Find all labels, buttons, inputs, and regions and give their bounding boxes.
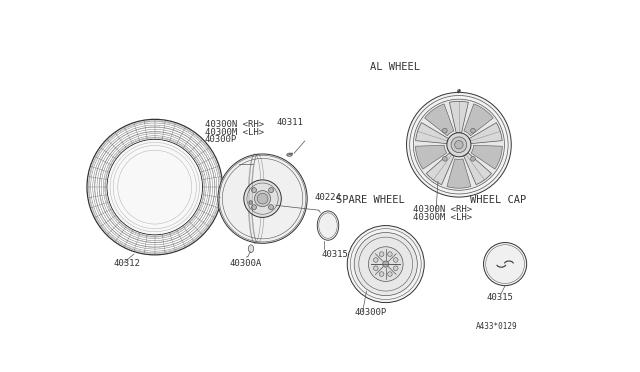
Circle shape [394, 258, 398, 262]
Circle shape [413, 99, 504, 190]
Circle shape [470, 128, 476, 133]
Circle shape [257, 193, 268, 204]
Polygon shape [424, 104, 454, 136]
Ellipse shape [287, 153, 292, 156]
Circle shape [394, 266, 398, 270]
Text: 40315: 40315 [322, 250, 349, 259]
Circle shape [406, 92, 511, 197]
Polygon shape [447, 159, 471, 188]
Circle shape [374, 258, 378, 262]
Circle shape [108, 140, 202, 234]
Circle shape [252, 187, 257, 193]
Circle shape [442, 157, 447, 161]
Circle shape [218, 154, 307, 243]
Text: 40300P: 40300P [355, 308, 387, 317]
Text: 40300M <LH>: 40300M <LH> [413, 212, 472, 221]
Text: 40224: 40224 [314, 193, 341, 202]
Circle shape [447, 133, 471, 157]
Circle shape [374, 266, 378, 270]
Polygon shape [415, 123, 449, 144]
Ellipse shape [317, 211, 339, 240]
Text: WHEEL CAP: WHEEL CAP [470, 195, 527, 205]
Circle shape [354, 232, 417, 296]
Circle shape [383, 261, 389, 267]
Polygon shape [471, 145, 502, 169]
Text: AL WHEEL: AL WHEEL [371, 62, 420, 71]
Ellipse shape [248, 245, 253, 253]
Circle shape [442, 128, 447, 133]
Polygon shape [415, 145, 447, 169]
Polygon shape [464, 104, 493, 136]
Circle shape [348, 225, 424, 302]
Circle shape [249, 201, 252, 204]
Circle shape [252, 205, 257, 210]
Circle shape [255, 190, 271, 207]
Text: 40300P: 40300P [205, 135, 237, 144]
Circle shape [470, 157, 476, 161]
Circle shape [269, 187, 273, 193]
Polygon shape [449, 101, 468, 133]
Polygon shape [469, 123, 502, 144]
Circle shape [388, 272, 392, 276]
Circle shape [244, 180, 282, 217]
Circle shape [380, 252, 384, 256]
Ellipse shape [458, 90, 460, 92]
Circle shape [269, 205, 273, 210]
Circle shape [388, 252, 392, 256]
Circle shape [484, 243, 527, 286]
Text: 40311: 40311 [276, 118, 303, 127]
Circle shape [369, 247, 403, 281]
Text: 40312: 40312 [114, 259, 141, 268]
Text: 40315: 40315 [486, 293, 513, 302]
Circle shape [454, 141, 463, 149]
Text: SPARE WHEEL: SPARE WHEEL [336, 195, 404, 205]
Circle shape [380, 272, 384, 276]
Circle shape [451, 137, 467, 153]
Text: A433*0129: A433*0129 [476, 322, 518, 331]
Ellipse shape [290, 153, 292, 155]
Polygon shape [464, 153, 492, 185]
Text: 40300N <RH>: 40300N <RH> [205, 120, 264, 129]
Text: 40300M <LH>: 40300M <LH> [205, 128, 264, 137]
Polygon shape [426, 153, 454, 185]
Text: 40300N <RH>: 40300N <RH> [413, 205, 472, 214]
Text: 40300A: 40300A [230, 259, 262, 268]
